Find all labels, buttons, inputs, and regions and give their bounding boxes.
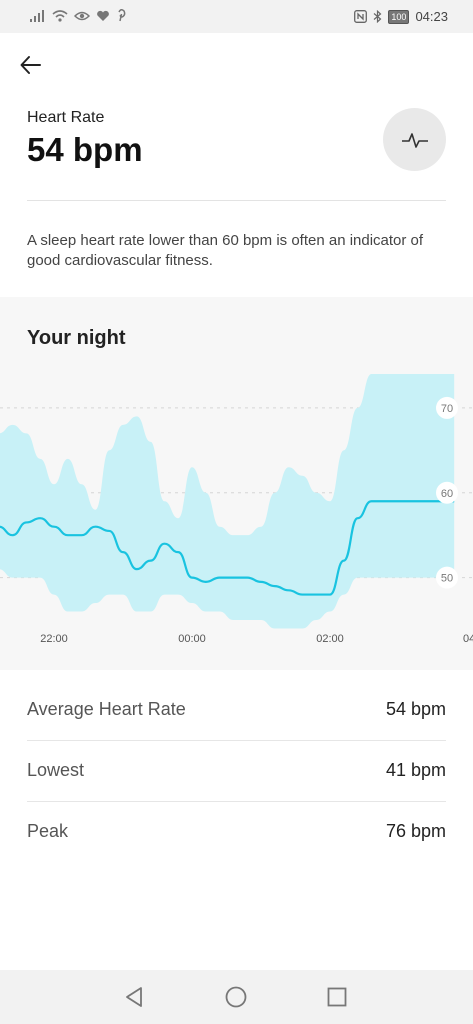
y-tick-label: 70 [441, 403, 453, 415]
wifi-icon [52, 9, 68, 22]
stat-label: Lowest [27, 760, 85, 780]
status-icons-left [30, 9, 126, 22]
metric-value: 54 bpm [27, 131, 143, 168]
y-tick-label: 60 [441, 488, 453, 500]
divider [27, 200, 446, 201]
recents-square-icon[interactable] [323, 983, 351, 1011]
metric-label: Heart Rate [27, 109, 105, 126]
stat-row-lowest: Lowest 41 bpm [27, 741, 446, 802]
x-tick-label: 02:00 [316, 633, 344, 645]
heart-icon [97, 10, 109, 21]
home-circle-icon[interactable] [222, 983, 250, 1011]
battery-icon: 100 [388, 9, 410, 24]
status-time: 04:23 [415, 9, 448, 24]
arrow-left-icon[interactable] [18, 51, 46, 79]
stat-row-average: Average Heart Rate 54 bpm [27, 680, 446, 741]
stat-value: 41 bpm [385, 760, 446, 780]
stat-value: 54 bpm [385, 699, 446, 719]
pulse-button[interactable] [383, 108, 446, 171]
y-tick-label: 50 [441, 573, 453, 585]
stats-list: Average Heart Rate 54 bpm Lowest 41 bpm … [27, 680, 446, 862]
stat-row-peak: Peak 76 bpm [27, 802, 446, 862]
system-nav-bar [0, 970, 473, 1024]
nfc-icon [354, 10, 368, 23]
x-tick-label: 04:00 [463, 633, 473, 645]
stat-label: Average Heart Rate [27, 699, 186, 719]
night-chart-section: Your night 70 60 50 22:00 00:00 02:00 04:00 [0, 297, 473, 670]
y-tick-bg [436, 481, 458, 504]
signal-icon [30, 9, 44, 22]
x-tick-label: 00:00 [178, 633, 206, 645]
chart-title: Your night [27, 327, 126, 349]
heart-rate-chart: 70 60 50 22:00 00:00 02:00 04:00 [0, 373, 473, 645]
average-line [0, 500, 455, 596]
y-tick-bg [436, 396, 458, 419]
status-icons-right: 100 04:23 [354, 9, 448, 24]
bluetooth-icon [374, 10, 382, 23]
eye-icon [74, 11, 90, 20]
description-text: A sleep heart rate lower than 60 bpm is … [27, 232, 424, 269]
pulse-icon [401, 132, 428, 148]
stat-label: Peak [27, 821, 69, 841]
x-tick-label: 22:00 [40, 633, 68, 645]
back-triangle-icon[interactable] [121, 983, 149, 1011]
stat-value: 76 bpm [385, 821, 446, 841]
pinterest-icon [118, 9, 126, 22]
status-bar: 100 04:23 [0, 0, 473, 33]
y-tick-bg [436, 566, 458, 589]
